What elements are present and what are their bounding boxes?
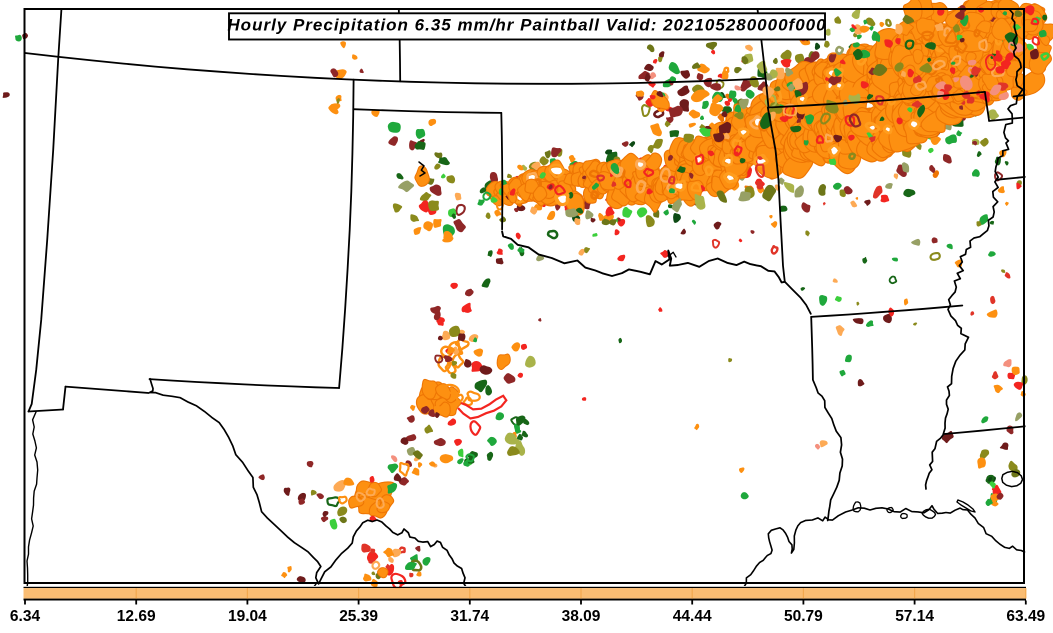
svg-text:12.69: 12.69 (117, 608, 156, 625)
svg-text:Hourly Precipitation 6.35 mm/h: Hourly Precipitation 6.35 mm/hr Paintbal… (227, 15, 826, 34)
svg-text:6.34: 6.34 (10, 608, 41, 625)
svg-text:63.49: 63.49 (1006, 608, 1045, 625)
svg-text:38.09: 38.09 (562, 608, 601, 625)
svg-text:50.79: 50.79 (784, 608, 823, 625)
svg-text:31.74: 31.74 (450, 608, 489, 625)
svg-text:25.39: 25.39 (339, 608, 378, 625)
svg-text:19.04: 19.04 (228, 608, 267, 625)
svg-text:44.44: 44.44 (673, 608, 712, 625)
svg-text:57.14: 57.14 (895, 608, 934, 625)
